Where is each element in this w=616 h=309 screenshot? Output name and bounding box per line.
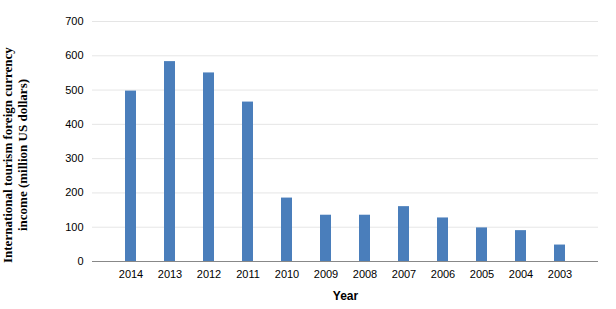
svg-text:2009: 2009 xyxy=(314,268,338,280)
svg-text:0: 0 xyxy=(77,255,83,267)
svg-text:700: 700 xyxy=(65,15,83,27)
svg-text:600: 600 xyxy=(65,49,83,61)
svg-text:2008: 2008 xyxy=(353,268,377,280)
svg-text:2012: 2012 xyxy=(197,268,221,280)
svg-text:Year: Year xyxy=(333,288,359,302)
svg-text:200: 200 xyxy=(65,186,83,198)
svg-text:2010: 2010 xyxy=(275,268,299,280)
svg-text:2013: 2013 xyxy=(158,268,182,280)
svg-text:2004: 2004 xyxy=(509,268,533,280)
svg-text:2003: 2003 xyxy=(548,268,572,280)
svg-text:2011: 2011 xyxy=(236,268,260,280)
svg-text:2014: 2014 xyxy=(119,268,143,280)
svg-text:100: 100 xyxy=(65,220,83,232)
svg-text:2005: 2005 xyxy=(470,268,494,280)
html-text:International tourism foreign: International tourism foreign currency i… xyxy=(0,46,30,263)
svg-text:2006: 2006 xyxy=(431,268,455,280)
svg-text:300: 300 xyxy=(65,152,83,164)
svg-text:400: 400 xyxy=(65,117,83,129)
svg-text:2007: 2007 xyxy=(392,268,416,280)
svg-text:500: 500 xyxy=(65,83,83,95)
